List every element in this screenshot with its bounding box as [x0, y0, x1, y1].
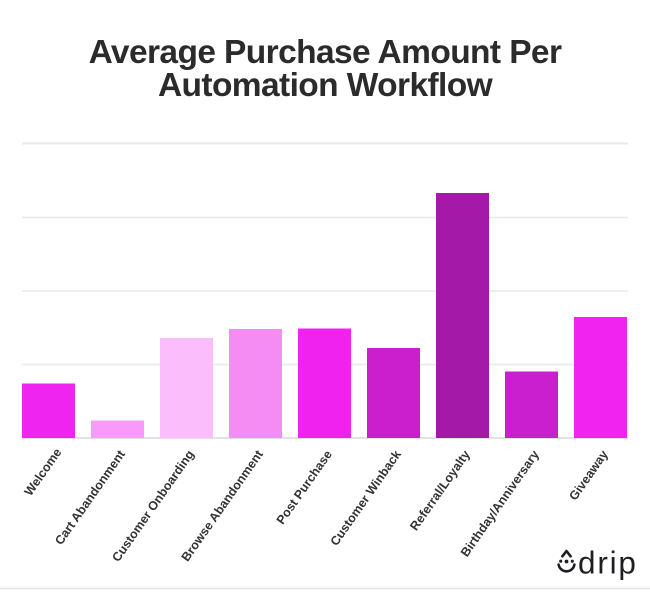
svg-text:Browse Abandonment: Browse Abandonment: [179, 447, 267, 564]
svg-text:Welcome: Welcome: [22, 446, 65, 499]
svg-text:Customer Winback: Customer Winback: [328, 448, 404, 549]
svg-text:Giveaway: Giveaway: [566, 448, 611, 503]
svg-text:Referral/Loyalty: Referral/Loyalty: [407, 448, 473, 533]
svg-text:Birthday/Anniversary: Birthday/Anniversary: [458, 448, 542, 560]
svg-text:Post Purchase: Post Purchase: [274, 448, 335, 527]
svg-text:Customer Onboarding: Customer Onboarding: [109, 448, 197, 565]
svg-text:drip: drip: [578, 545, 638, 581]
svg-text:Cart Abandonment: Cart Abandonment: [52, 447, 128, 547]
